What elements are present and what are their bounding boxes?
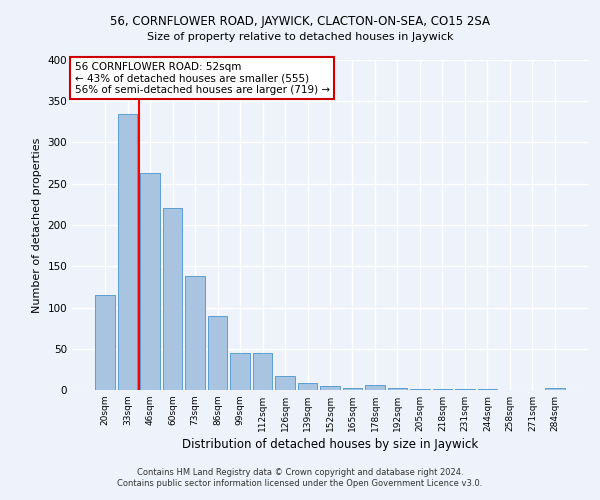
Bar xyxy=(95,295,115,390)
Bar xyxy=(253,353,272,390)
Y-axis label: Number of detached properties: Number of detached properties xyxy=(32,138,42,312)
Bar xyxy=(455,389,475,390)
Bar xyxy=(230,353,250,390)
Text: 56, CORNFLOWER ROAD, JAYWICK, CLACTON-ON-SEA, CO15 2SA: 56, CORNFLOWER ROAD, JAYWICK, CLACTON-ON… xyxy=(110,15,490,28)
Bar xyxy=(140,173,160,390)
Bar xyxy=(118,114,137,390)
Bar xyxy=(343,388,362,390)
Bar xyxy=(208,316,227,390)
X-axis label: Distribution of detached houses by size in Jaywick: Distribution of detached houses by size … xyxy=(182,438,478,451)
Text: 56 CORNFLOWER ROAD: 52sqm
← 43% of detached houses are smaller (555)
56% of semi: 56 CORNFLOWER ROAD: 52sqm ← 43% of detac… xyxy=(74,62,330,95)
Bar xyxy=(185,276,205,390)
Bar xyxy=(545,388,565,390)
Bar xyxy=(275,376,295,390)
Bar xyxy=(478,389,497,390)
Bar xyxy=(365,385,385,390)
Bar xyxy=(433,389,452,390)
Bar xyxy=(388,388,407,390)
Bar xyxy=(410,389,430,390)
Bar xyxy=(163,208,182,390)
Bar xyxy=(320,386,340,390)
Bar xyxy=(298,382,317,390)
Text: Contains HM Land Registry data © Crown copyright and database right 2024.
Contai: Contains HM Land Registry data © Crown c… xyxy=(118,468,482,487)
Text: Size of property relative to detached houses in Jaywick: Size of property relative to detached ho… xyxy=(147,32,453,42)
